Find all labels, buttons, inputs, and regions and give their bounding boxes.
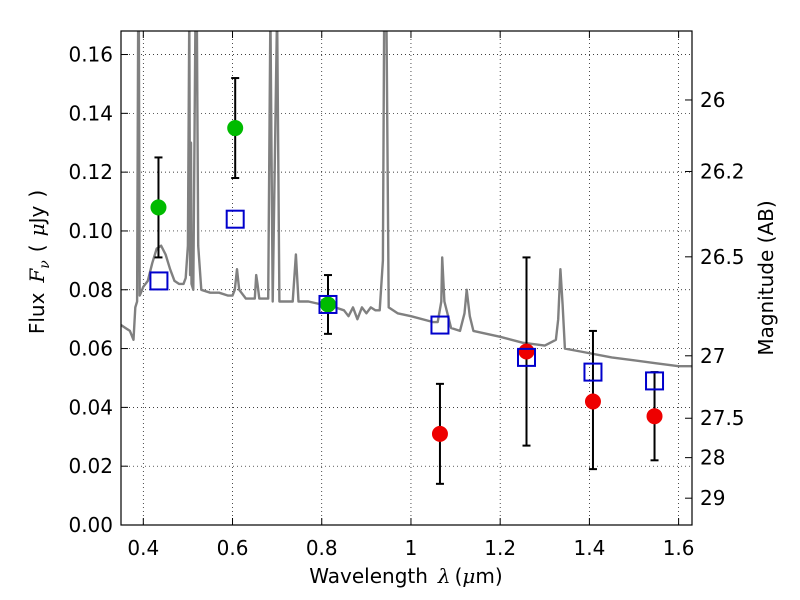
model-band-flux-square [430,315,450,335]
x-axis-title: Wavelength λ (μm) [309,564,502,588]
model-band-flux-square [225,209,245,229]
y-axis-title: FluxFν(μJy) [25,190,53,334]
model-band-flux-square [645,371,665,391]
y-tick-label: 0.00 [68,513,113,537]
x-tick-label: 1 [405,536,418,560]
optical-photometry-point [227,120,244,137]
model-band-flux-square [149,271,169,291]
model-spectrum-line [121,31,692,368]
x-tick-label: 1.2 [484,536,516,560]
y2-tick-label: 27.5 [700,406,745,430]
model-band-flux-square [318,294,338,314]
y2-axis-title: Magnitude (AB) [754,200,778,355]
model-band-flux-square [516,347,536,367]
infrared-photometry-point [646,408,663,425]
y-tick-label: 0.06 [68,337,113,361]
optical-photometry-point [319,296,336,313]
y2-tick-label: 29 [700,486,725,510]
x-tick-label: 1.6 [663,536,695,560]
x-tick-label: 0.8 [306,536,338,560]
y-tick-label: 0.04 [68,395,113,419]
y2-tick-label: 26.2 [700,159,745,183]
y-tick-label: 0.10 [68,219,113,243]
y-tick-label: 0.16 [68,43,113,67]
y2-tick-label: 26 [700,88,725,112]
y-tick-label: 0.14 [68,101,113,125]
y2-tick-label: 26.5 [700,245,745,269]
infrared-photometry-point [584,393,601,410]
y-tick-label: 0.08 [68,278,113,302]
ticks: 0.4 0.6 0.8 1 1.2 1.4 1.6 0.00 0.02 0.04 0.06 0.08 0… [68,31,745,560]
y2-tick-label: 27 [700,344,725,368]
y2-tick-label: 28 [700,446,725,470]
plot-frame [120,30,693,526]
infrared-photometry-point [518,343,535,360]
model-band-flux-square [583,362,603,382]
y-tick-label: 0.12 [68,160,113,184]
optical-photometry-point [150,199,167,216]
plot-area [121,31,692,485]
x-tick-label: 0.6 [217,536,249,560]
x-tick-label: 1.4 [573,536,605,560]
x-tick-label: 0.4 [127,536,159,560]
y-tick-label: 0.02 [68,454,113,478]
infrared-photometry-point [431,425,448,442]
